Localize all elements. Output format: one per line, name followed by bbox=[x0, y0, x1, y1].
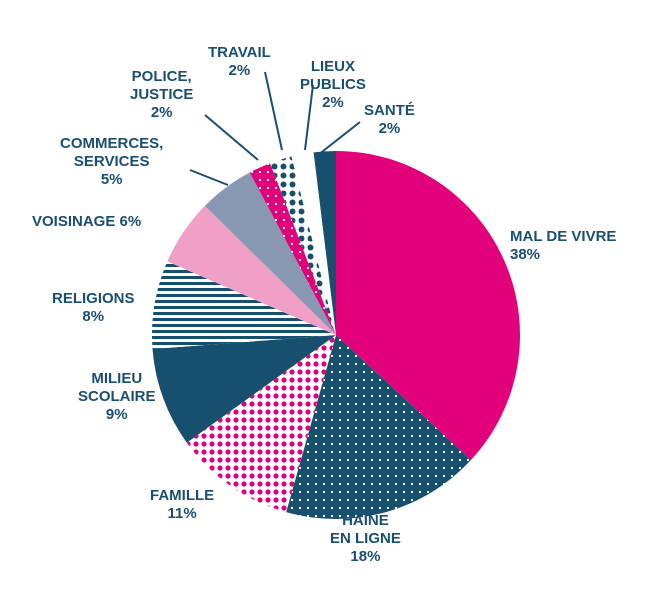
label-line: MAL DE VIVRE bbox=[510, 228, 617, 245]
slice-haine-en-ligne bbox=[286, 335, 471, 519]
label-line: POLICE, bbox=[131, 68, 192, 85]
label-line: 5% bbox=[100, 171, 123, 188]
slice-milieu-scolaire bbox=[152, 335, 336, 443]
label-line: 2% bbox=[378, 120, 401, 137]
label-travail: TRAVAIL 2% bbox=[208, 44, 271, 80]
slice-voisinage bbox=[167, 205, 336, 335]
label-police-justice: POLICE, JUSTICE 2% bbox=[130, 68, 193, 122]
label-milieu-scolaire: MILIEU SCOLAIRE 9% bbox=[78, 370, 156, 424]
label-line: COMMERCES, bbox=[60, 135, 164, 152]
label-line: LIEUX bbox=[310, 58, 356, 75]
label-line: EN LIGNE bbox=[330, 530, 401, 547]
label-line: MILIEU bbox=[91, 370, 143, 387]
label-line: VOISINAGE 6% bbox=[32, 213, 142, 230]
label-line: 2% bbox=[150, 104, 173, 121]
label-line: FAMILLE bbox=[150, 487, 215, 504]
label-line: 18% bbox=[350, 548, 381, 565]
label-lieux-publics: LIEUX PUBLICS 2% bbox=[300, 58, 366, 112]
slice-travail bbox=[270, 156, 336, 335]
label-line: 2% bbox=[322, 94, 344, 111]
leader-line-sante bbox=[317, 121, 361, 156]
label-line: 38% bbox=[510, 246, 541, 263]
label-famille: FAMILLE 11% bbox=[150, 487, 214, 523]
label-line: TRAVAIL bbox=[208, 44, 271, 61]
label-line: SANTÉ bbox=[364, 102, 415, 119]
slice-famille bbox=[186, 335, 336, 513]
label-mal-de-vivre: MAL DE VIVRE 38% bbox=[510, 228, 616, 264]
label-line: 11% bbox=[167, 505, 197, 522]
label-line: HAINE bbox=[342, 512, 389, 529]
label-line: RELIGIONS bbox=[52, 290, 135, 307]
slice-police-justice bbox=[249, 163, 336, 335]
slice-lieux-publics bbox=[291, 152, 336, 335]
label-line: 2% bbox=[228, 62, 251, 79]
label-line: SERVICES bbox=[73, 153, 150, 170]
label-line: SCOLAIRE bbox=[78, 388, 156, 405]
slice-sante bbox=[313, 151, 336, 335]
slice-religions bbox=[152, 261, 336, 350]
label-sante: SANTÉ 2% bbox=[364, 102, 415, 138]
leader-line-police-justice bbox=[204, 114, 259, 161]
leader-line-travail bbox=[264, 71, 283, 151]
label-line: JUSTICE bbox=[130, 86, 194, 103]
slice-mal-de-vivre bbox=[336, 151, 520, 461]
label-voisinage: VOISINAGE 6% bbox=[32, 213, 141, 231]
label-haine-en-ligne: HAINE EN LIGNE 18% bbox=[330, 512, 401, 566]
label-religions: RELIGIONS 8% bbox=[52, 290, 135, 326]
slice-commerces-services bbox=[204, 172, 336, 335]
label-line: 9% bbox=[105, 406, 128, 423]
label-line: 8% bbox=[82, 308, 105, 325]
leader-line-lieux-publics bbox=[304, 84, 314, 151]
leader-line-commerces-services bbox=[189, 169, 229, 186]
label-line: PUBLICS bbox=[300, 76, 366, 93]
label-commerces-services: COMMERCES, SERVICES 5% bbox=[60, 135, 163, 189]
